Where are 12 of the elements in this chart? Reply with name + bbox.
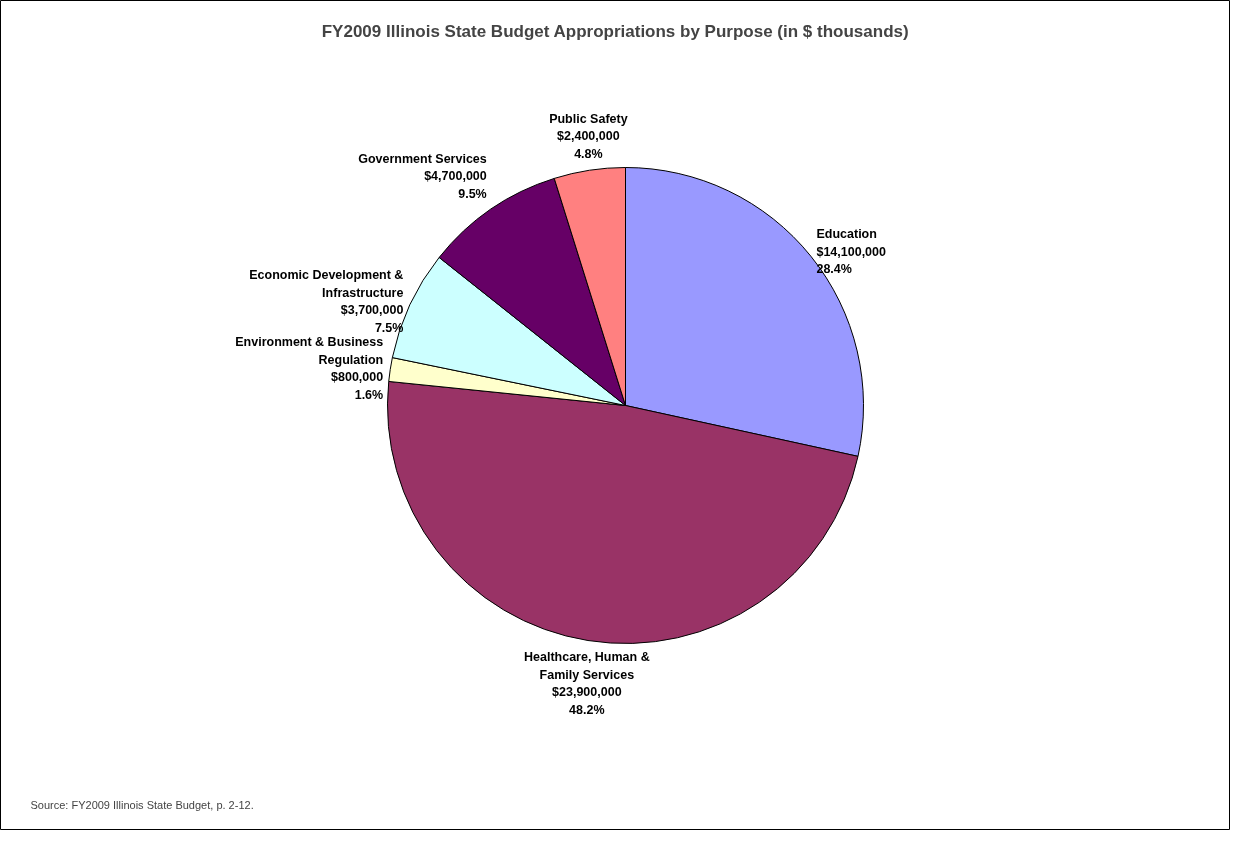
slice-label: Government Services [358, 151, 487, 166]
slice-label: Environment & Business Regulation [235, 335, 384, 367]
slice-label: Public Safety [549, 111, 628, 126]
data-label: $2,400,000 4.8% [557, 129, 620, 161]
slice-label: Healthcare, Human & Family Services [523, 650, 650, 682]
chart-title: FY2009 Illinois State Budget Appropriations by Purpose (in $ thousands) [321, 21, 909, 41]
slice-label: Education [816, 227, 877, 242]
slice-label: Economic Development & Infrastructure [249, 268, 404, 300]
data-label: $800,000 1.6% [331, 370, 384, 402]
data-label: $4,700,000 9.5% [424, 169, 487, 201]
data-label: $23,900,000 48.2% [552, 685, 622, 717]
source-note: Source: FY2009 Illinois State Budget, p. 2-12. [30, 798, 254, 811]
